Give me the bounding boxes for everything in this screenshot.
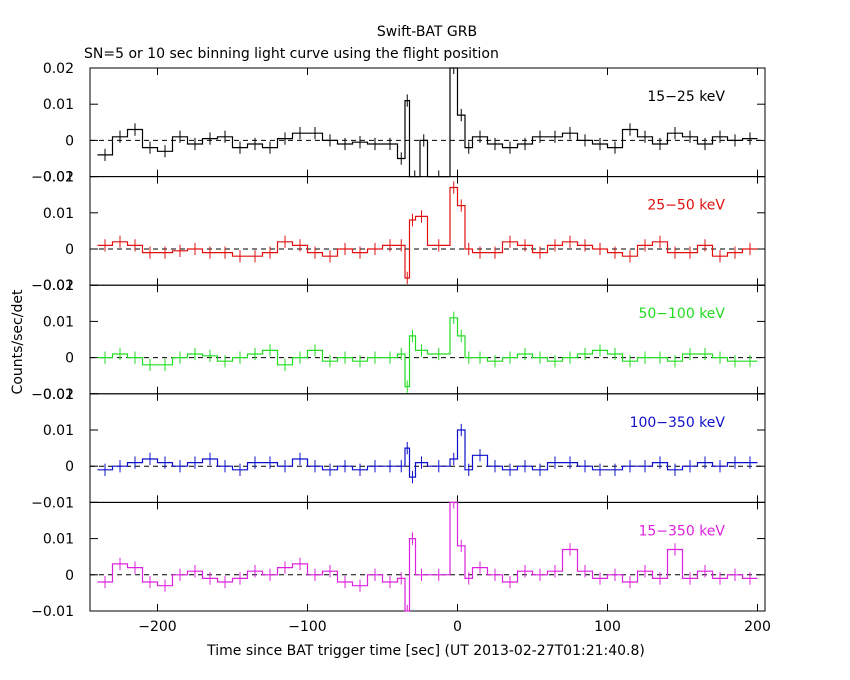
panels: 0.02 0.01 0 −0.01 15−25 keV 0.02 0.01 0 −0.01 25−… <box>31 61 771 635</box>
y-tick-label-0-1: 0.01 <box>43 97 74 113</box>
series-label-2: 50−100 keV <box>638 306 725 322</box>
chart-subtitle: SN=5 or 10 sec binning light curve using… <box>84 46 499 62</box>
series-line-0 <box>97 67 758 178</box>
series-label-0: 15−25 keV <box>647 89 725 105</box>
y-tick-label-1-1: 0.01 <box>43 206 74 222</box>
y-tick-label-2-0: 0.02 <box>43 278 74 294</box>
series-line-4 <box>97 501 758 612</box>
y-tick-label-4-0: 0.01 <box>43 532 74 548</box>
series-label-3: 100−350 keV <box>630 415 726 431</box>
x-tick-label-4: 200 <box>744 619 771 635</box>
series-label-1: 25−50 keV <box>647 198 725 214</box>
panel-frame-4 <box>89 501 766 612</box>
chart-title: Swift-BAT GRB <box>377 24 477 40</box>
y-tick-label-1-2: 0 <box>65 242 74 258</box>
y-tick-label-2-3: −0.01 <box>31 387 74 403</box>
series-line-2 <box>97 317 758 388</box>
panel-frame-2 <box>89 284 766 395</box>
y-tick-label-2-2: 0 <box>65 351 74 367</box>
y-tick-label-2-1: 0.01 <box>43 314 74 330</box>
x-tick-label-2: 0 <box>453 619 462 635</box>
x-tick-label-0: −200 <box>138 619 176 635</box>
y-tick-label-4-1: 0 <box>65 568 74 584</box>
y-tick-label-4-2: −0.01 <box>31 604 74 620</box>
y-tick-label-0-2: 0 <box>65 133 74 149</box>
y-tick-label-0-3: −0.01 <box>31 170 74 186</box>
series-line-1 <box>97 186 758 279</box>
y-tick-label-3-2: 0 <box>65 459 74 475</box>
panel-frame-3 <box>89 393 766 503</box>
y-tick-label-0-0: 0.02 <box>43 61 74 77</box>
y-tick-label-1-3: −0.01 <box>31 278 74 294</box>
series-line-3 <box>97 429 758 478</box>
y-tick-label-3-0: 0.02 <box>43 387 74 403</box>
y-tick-label-3-3: −0.01 <box>31 495 74 511</box>
y-tick-label-3-1: 0.01 <box>43 423 74 439</box>
x-tick-label-3: 100 <box>594 619 621 635</box>
x-axis-label: Time since BAT trigger time [sec] (UT 20… <box>206 643 645 659</box>
series-label-4: 15−350 keV <box>638 523 725 539</box>
y-tick-label-1-0: 0.02 <box>43 170 74 186</box>
y-axis-label: Counts/sec/det <box>10 289 26 394</box>
x-tick-label-1: −100 <box>288 619 326 635</box>
